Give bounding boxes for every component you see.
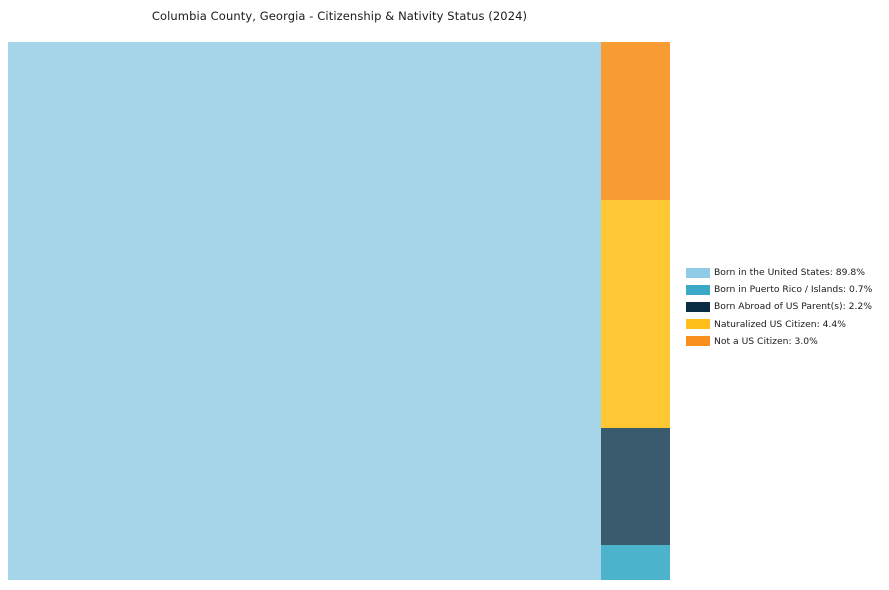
legend-item[interactable]: Born in Puerto Rico / Islands: 0.7%	[686, 281, 881, 298]
treemap-tile-not-a-us-citizen[interactable]	[601, 42, 670, 200]
legend-item[interactable]: Not a US Citizen: 3.0%	[686, 333, 881, 350]
legend-swatch-icon	[686, 301, 710, 312]
legend-item[interactable]: Naturalized US Citizen: 4.4%	[686, 316, 881, 333]
page-title: Columbia County, Georgia - Citizenship &…	[151, 9, 528, 23]
treemap-tile-born-in-puerto-rico-islands[interactable]	[601, 545, 670, 580]
legend-item[interactable]: Born in the United States: 89.8%	[686, 264, 881, 281]
legend-item-label: Naturalized US Citizen: 4.4%	[714, 318, 846, 330]
legend-item-label: Not a US Citizen: 3.0%	[714, 335, 818, 347]
legend-item-label: Born in Puerto Rico / Islands: 0.7%	[714, 284, 873, 296]
treemap-tile-naturalized-us-citizen[interactable]	[601, 200, 670, 428]
legend-item[interactable]: Born Abroad of US Parent(s): 2.2%	[686, 298, 881, 315]
legend-swatch-icon	[686, 267, 710, 278]
legend-item-label: Born Abroad of US Parent(s): 2.2%	[714, 301, 872, 313]
legend-swatch-icon	[686, 319, 710, 330]
treemap-tile-born-abroad-of-us-parents[interactable]	[601, 428, 670, 545]
legend-swatch-icon	[686, 284, 710, 295]
legend-item-label: Born in the United States: 89.8%	[714, 267, 865, 279]
treemap-plot-area	[8, 42, 670, 580]
treemap-tile-born-in-the-united-states[interactable]	[8, 42, 601, 580]
legend-swatch-icon	[686, 336, 710, 347]
chart-legend: Born in the United States: 89.8% Born in…	[686, 264, 881, 350]
